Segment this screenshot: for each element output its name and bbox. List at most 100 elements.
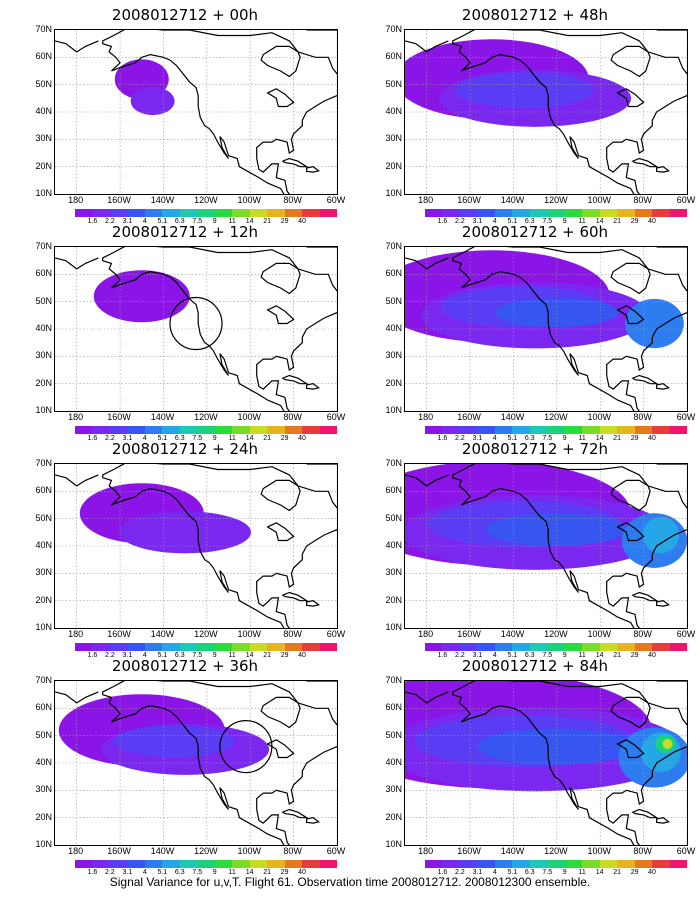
- figure-caption: Signal Variance for u,v,T. Flight 61. Ob…: [109, 875, 591, 889]
- lat-label: 60N: [385, 51, 402, 62]
- colorbar-swatch: [144, 426, 163, 434]
- lon-label: 140W: [500, 846, 525, 856]
- colorbar-label: 1.6: [437, 652, 448, 659]
- colorbar-label: 2.2: [105, 218, 115, 225]
- colorbar-label: 11: [578, 652, 586, 659]
- colorbar-swatch: [564, 209, 583, 217]
- colorbar-swatch: [477, 209, 495, 217]
- colorbar-swatch: [302, 209, 320, 217]
- colorbar-swatch: [425, 860, 443, 868]
- colorbar-swatch: [512, 643, 530, 651]
- colorbar-swatch: [617, 426, 635, 434]
- colorbar-swatch: [92, 426, 110, 434]
- lat-label: 30N: [385, 133, 402, 144]
- colorbar-swatch: [267, 643, 285, 651]
- lat-label: 20N: [35, 160, 52, 171]
- colorbar-swatch: [302, 643, 320, 651]
- coastline: [260, 45, 301, 78]
- colorbar: [75, 643, 338, 651]
- coastline: [610, 262, 651, 295]
- colorbar-label: 7.5: [542, 652, 553, 659]
- colorbar-swatch: [459, 209, 478, 217]
- map-area: [404, 463, 688, 629]
- colorbar-label: 21: [613, 869, 622, 876]
- coastline: [405, 40, 449, 53]
- map-panel: 2008012712 + 72h 70N 60N 50N 40N 30N 20N 10N 180…: [370, 440, 700, 659]
- lon-label: 160W: [457, 412, 481, 422]
- map-panel: 2008012712 + 84h 70N 60N 50N 40N 30N 20N 10N 180…: [370, 657, 700, 876]
- colorbar-swatch: [92, 860, 110, 868]
- map-svg: [55, 247, 337, 411]
- colorbar-swatch: [652, 643, 670, 651]
- colorbar: [425, 860, 688, 868]
- colorbar-swatch: [529, 209, 548, 217]
- coastline: [656, 600, 670, 607]
- lat-label: 70N: [385, 241, 402, 251]
- lat-label: 70N: [385, 458, 402, 468]
- lat-label: 60N: [385, 485, 402, 496]
- colorbar-swatch: [669, 209, 688, 217]
- colorbar-label: 14: [245, 652, 254, 659]
- lon-label: 120W: [194, 412, 218, 422]
- lat-label: 40N: [385, 757, 402, 767]
- colorbar-swatch: [459, 860, 478, 868]
- lat-label: 10N: [385, 622, 402, 632]
- colorbar-swatch: [249, 209, 268, 217]
- colorbar-swatch: [617, 209, 635, 217]
- colorbar-swatch: [162, 209, 180, 217]
- coastline: [631, 374, 659, 385]
- colorbar-label: 5.1: [507, 218, 518, 225]
- coastline: [306, 383, 320, 390]
- colorbar-swatch: [214, 860, 233, 868]
- lon-label: 140W: [500, 629, 525, 639]
- colorbar-label: 29: [630, 869, 639, 876]
- lat-label: 30N: [385, 567, 402, 578]
- coastline: [452, 681, 687, 845]
- colorbar-swatch: [162, 643, 180, 651]
- colorbar-swatch: [302, 426, 320, 434]
- colorbar-swatch: [75, 426, 93, 434]
- lon-label: 180: [418, 629, 434, 639]
- colorbar-label: 4: [142, 652, 147, 659]
- lat-label: 40N: [35, 106, 52, 116]
- coastline: [631, 591, 659, 602]
- colorbar-swatch: [442, 643, 460, 651]
- coastline: [260, 262, 301, 295]
- colorbar-swatch: [512, 860, 530, 868]
- colorbar-label: 40: [298, 869, 306, 876]
- lat-label: 60N: [35, 485, 52, 496]
- colorbar-label: 1.6: [87, 435, 98, 442]
- colorbar-label: 5.1: [507, 435, 518, 442]
- lon-label: 120W: [194, 195, 218, 205]
- lon-label: 80W: [633, 195, 652, 205]
- colorbar-swatch: [214, 643, 233, 651]
- colorbar-swatch: [512, 426, 530, 434]
- lat-label: 20N: [35, 377, 52, 388]
- coastline: [656, 817, 670, 824]
- lat-label: 60N: [35, 268, 52, 279]
- coastline: [656, 166, 670, 173]
- colorbar: [425, 426, 688, 434]
- colorbar-label: 1.6: [87, 652, 98, 659]
- lon-label: 120W: [194, 629, 218, 639]
- lon-label: 180: [68, 412, 84, 422]
- colorbar-label: 1.6: [437, 869, 448, 876]
- coastline: [616, 305, 645, 325]
- lon-label: 160W: [107, 629, 131, 639]
- colorbar-swatch: [162, 860, 180, 868]
- colorbar-label: 5.1: [157, 435, 168, 442]
- colorbar-swatch: [599, 209, 618, 217]
- lat-label: 20N: [35, 594, 52, 605]
- colorbar-swatch: [564, 860, 583, 868]
- lat-label: 30N: [385, 784, 402, 795]
- colorbar-label: 6.3: [174, 869, 185, 876]
- colorbar-label: 3.1: [472, 218, 483, 225]
- colorbar-swatch: [214, 426, 233, 434]
- lat-label: 50N: [35, 295, 52, 306]
- colorbar-label: 2.2: [455, 652, 465, 659]
- lon-label: 60W: [676, 412, 696, 422]
- panel-title: 2008012712 + 24h: [111, 440, 259, 458]
- colorbar-swatch: [92, 643, 110, 651]
- lon-label: 180: [418, 846, 434, 856]
- lon-label: 80W: [283, 412, 302, 422]
